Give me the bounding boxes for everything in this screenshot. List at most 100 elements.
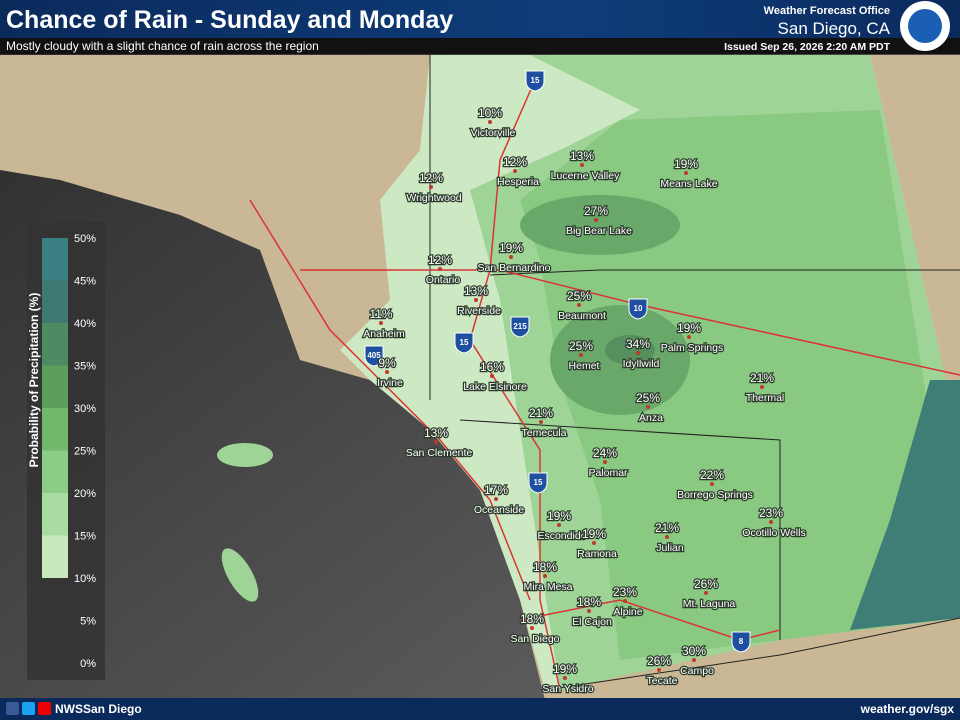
city-pct: 19%: [674, 157, 698, 171]
city-pct: 21%: [750, 371, 774, 385]
legend-swatch: [42, 280, 68, 323]
city-name: Lucerne Valley: [551, 170, 620, 182]
city-name: Campo: [680, 665, 714, 677]
city-name: Victorville: [471, 127, 516, 139]
city: 11% Anaheim: [362, 306, 406, 342]
zone-45: [850, 380, 960, 630]
highway: [519, 599, 781, 641]
facebook-icon[interactable]: [6, 702, 19, 715]
city: 18% Mira Mesa: [522, 559, 574, 595]
city-pct: 21%: [655, 521, 679, 535]
legend-label: 10%: [74, 573, 96, 585]
city: 23% Alpine: [612, 584, 644, 620]
city-pct: 23%: [759, 506, 783, 520]
legend-label: 20%: [74, 488, 96, 500]
city: 34% Idyllwild: [621, 336, 660, 372]
city: 19% Means Lake: [659, 156, 719, 192]
city: 19% San Bernardino: [476, 240, 552, 276]
city-name: Lake Elsinore: [463, 381, 527, 393]
highway-shield: [628, 298, 648, 320]
twitter-icon[interactable]: [22, 702, 35, 715]
city-name: San Diego: [510, 633, 559, 645]
city-dot: [543, 574, 547, 578]
city-name: Tecate: [647, 675, 678, 687]
city-dot: [539, 420, 543, 424]
city-pct: 30%: [682, 644, 706, 658]
highway-shield: [454, 332, 474, 354]
city-name: Anza: [639, 412, 663, 424]
city-name: Ocotillo Wells: [742, 527, 805, 539]
highway-shield: [510, 316, 530, 338]
subtitle: Mostly cloudy with a slight chance of ra…: [6, 39, 319, 53]
county-line: [489, 269, 960, 276]
city-dot: [710, 482, 714, 486]
city-pct: 17%: [484, 483, 508, 497]
legend-label: 5%: [80, 616, 96, 628]
city-dot: [760, 385, 764, 389]
city: 18% San Diego: [509, 611, 561, 647]
legend-label: 40%: [74, 318, 96, 330]
issued: Issued Sep 26, 2026 2:20 AM PDT: [724, 41, 891, 53]
city-dot: [587, 609, 591, 613]
city: 12% Wrightwood: [405, 170, 463, 206]
city-pct: 13%: [464, 284, 488, 298]
city-dot: [429, 185, 433, 189]
city-name: Hesperia: [497, 176, 539, 188]
city: 21% Thermal: [744, 370, 785, 406]
highway-number: 405: [367, 351, 381, 360]
city-pct: 13%: [424, 426, 448, 440]
city: 13% Lucerne Valley: [549, 148, 621, 184]
footer-url[interactable]: weather.gov/sgx: [860, 702, 955, 716]
city: 13% Riverside: [456, 283, 502, 319]
social-handle: NWSSan Diego: [55, 702, 142, 716]
highway-shield: [525, 70, 545, 92]
highway-number: 15: [531, 76, 540, 85]
youtube-icon[interactable]: [38, 702, 51, 715]
legend-swatch: [42, 365, 68, 408]
legend-label: 45%: [74, 276, 96, 288]
city-pct: 12%: [428, 253, 452, 267]
city: 22% Borrego Springs: [676, 467, 754, 503]
city-name: Idyllwild: [623, 358, 660, 370]
city-dot: [530, 626, 534, 630]
city-pct: 12%: [419, 171, 443, 185]
legend-label: 30%: [74, 403, 96, 415]
city: 25% Anza: [635, 390, 665, 426]
legend-swatch: [42, 535, 68, 578]
highway-shield: [731, 631, 751, 653]
zone-30: [520, 195, 680, 255]
island: [221, 548, 259, 602]
city-pct: 10%: [478, 106, 502, 120]
city-name: Temecula: [522, 427, 567, 439]
city: 19% Ramona: [576, 526, 618, 562]
city: 27% Big Bear Lake: [565, 203, 634, 239]
highway-number: 8: [739, 637, 744, 646]
city-name: San Ysidro: [542, 683, 593, 695]
legend-label: 35%: [74, 361, 96, 373]
legend-label: 25%: [74, 446, 96, 458]
city-name: Mira Mesa: [523, 581, 572, 593]
city: 25% Beaumont: [557, 288, 607, 324]
city-name: Big Bear Lake: [566, 225, 632, 237]
city-pct: 18%: [577, 595, 601, 609]
city-name: Anaheim: [363, 328, 405, 340]
legend-title: Probability of Precipitation (%): [27, 293, 41, 468]
city-name: Irvine: [377, 377, 403, 389]
city-dot: [684, 171, 688, 175]
city-name: Riverside: [457, 305, 501, 317]
highway-shield: [364, 345, 384, 367]
nws-logo-inner: [908, 9, 942, 43]
city-dot: [603, 460, 607, 464]
legend-swatch: [42, 450, 68, 493]
city-dot: [513, 169, 517, 173]
city-pct: 16%: [480, 360, 504, 374]
city-name: Palomar: [588, 467, 628, 479]
city-dot: [665, 535, 669, 539]
city-dot: [687, 335, 691, 339]
city: 12% Ontario: [425, 252, 462, 288]
city-pct: 22%: [700, 468, 724, 482]
city-dot: [657, 668, 661, 672]
title: Chance of Rain - Sunday and Monday: [6, 6, 453, 34]
city: 12% Hesperia: [496, 154, 541, 190]
city: 13% San Clemente: [404, 425, 473, 461]
